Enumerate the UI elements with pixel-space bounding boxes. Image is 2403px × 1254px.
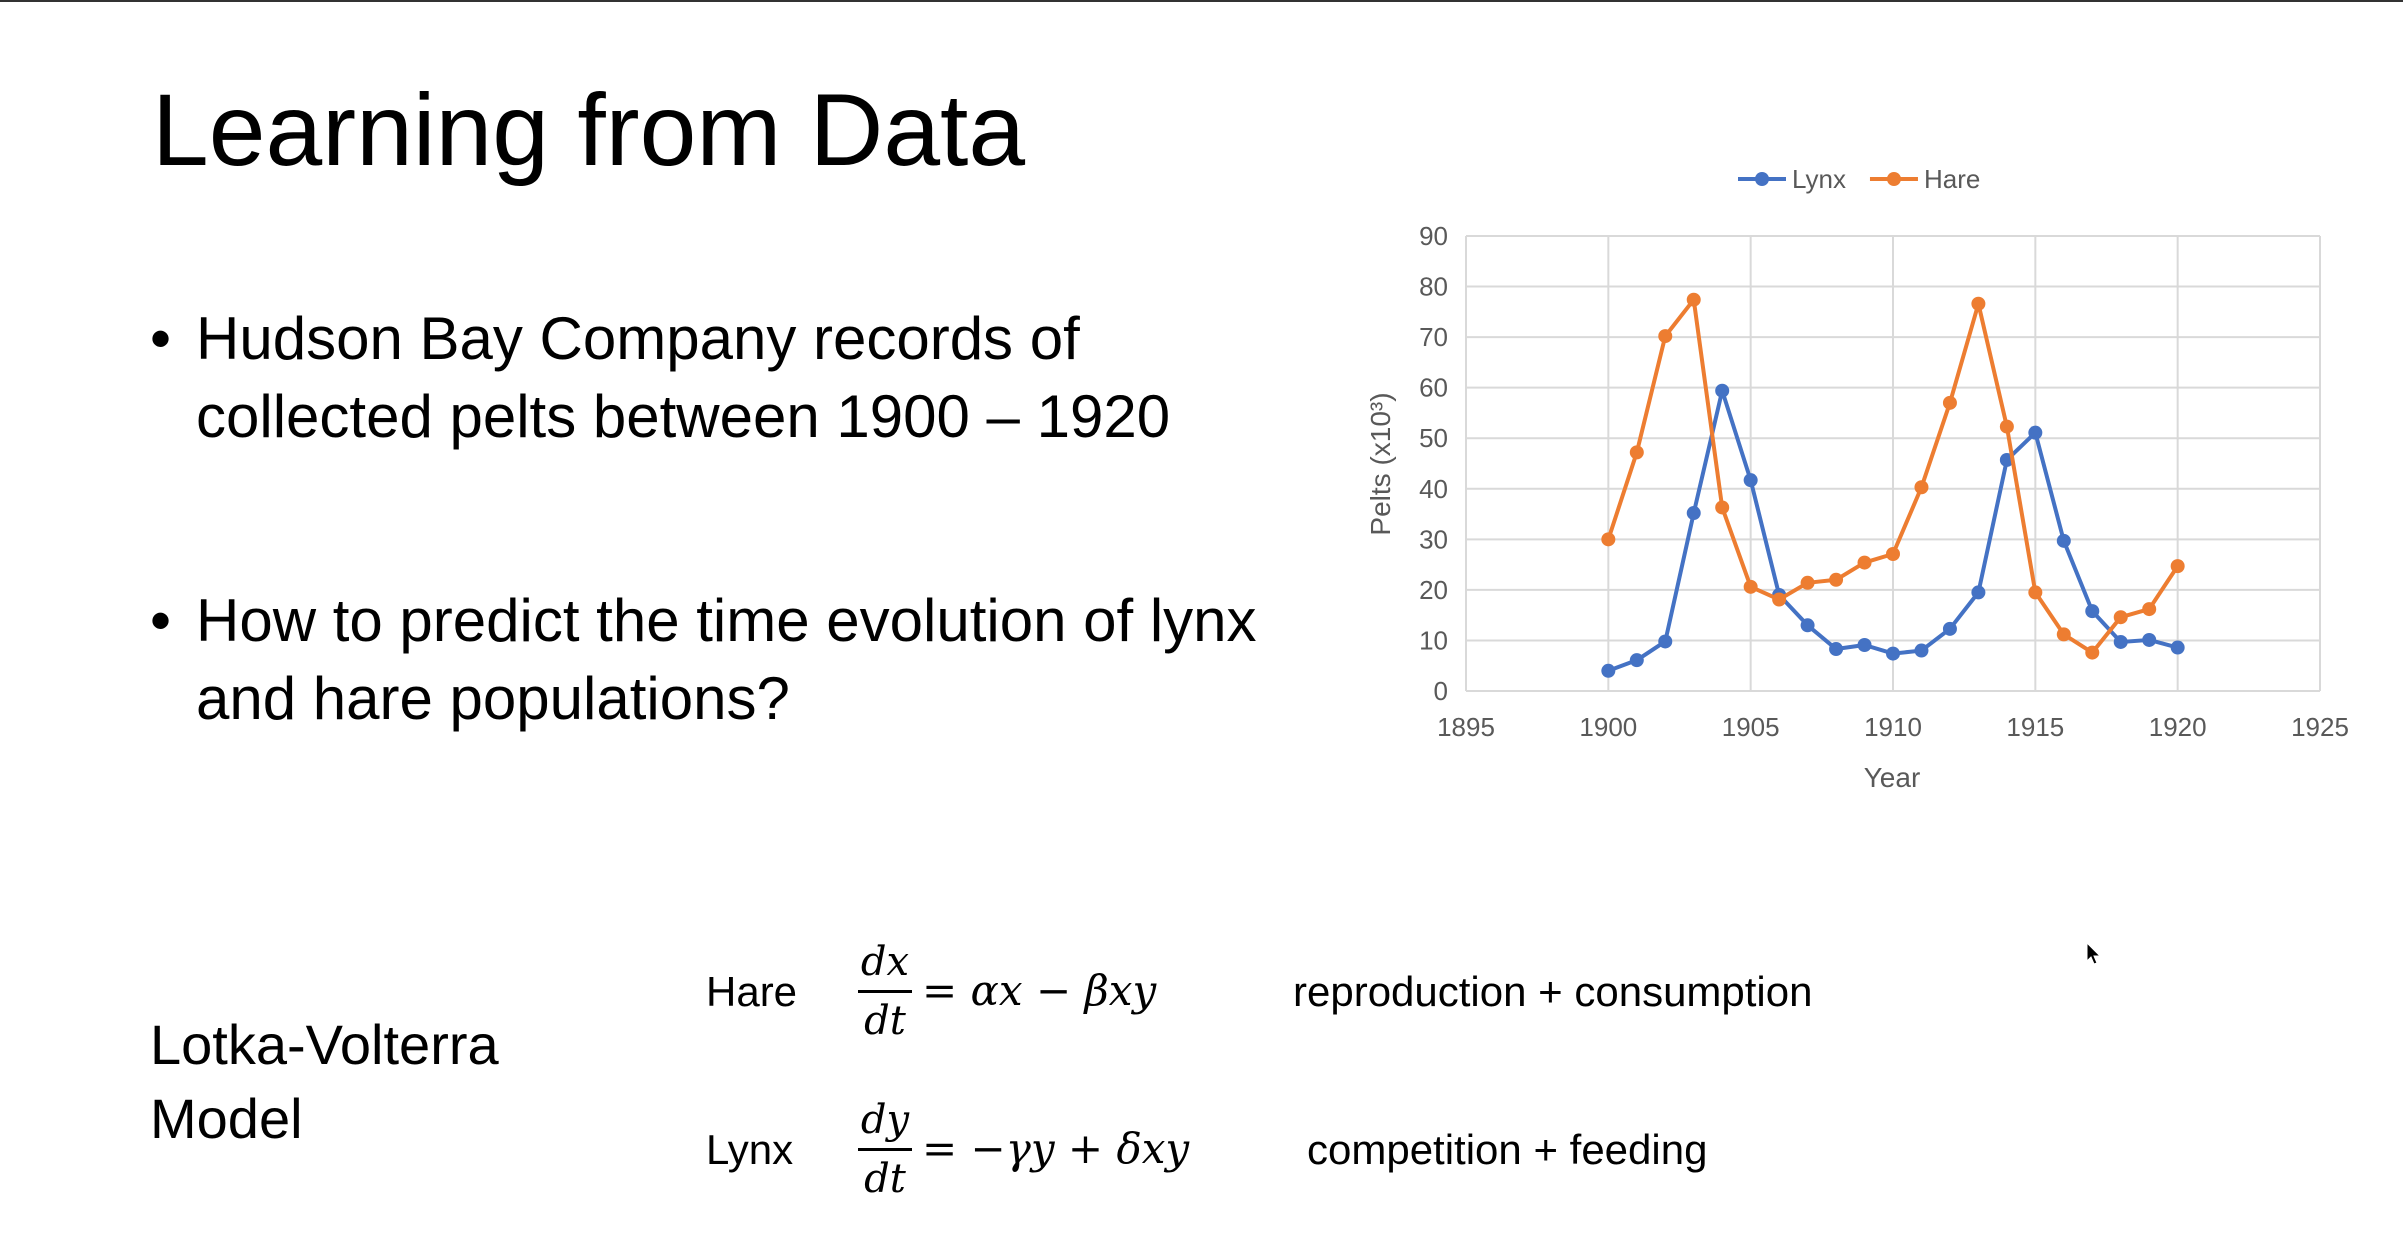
bullet-list: • Hudson Bay Company records of collecte… bbox=[150, 300, 1300, 864]
lynx-data-point bbox=[1601, 663, 1616, 678]
hare-data-point bbox=[1914, 480, 1929, 495]
x-tick-label: 1910 bbox=[1864, 712, 1922, 742]
model-label-line1: Lotka-Volterra bbox=[150, 1013, 499, 1076]
bullet-dot: • bbox=[150, 305, 172, 372]
hare-data-point bbox=[1857, 555, 1872, 570]
lynx-data-point bbox=[2028, 425, 2043, 440]
bullet-item-1: • Hudson Bay Company records of collecte… bbox=[150, 300, 1300, 456]
hare-legend-label: Hare bbox=[1924, 164, 1980, 194]
fraction-numerator: dx bbox=[860, 939, 910, 985]
lynx-data-point bbox=[2170, 640, 2185, 655]
slide-title: Learning from Data bbox=[152, 73, 1026, 187]
y-axis-label: Pelts (x10³) bbox=[1365, 392, 1396, 535]
y-tick-label: 0 bbox=[1434, 676, 1448, 706]
x-tick-label: 1895 bbox=[1437, 712, 1495, 742]
equation-rhs-lynx: = −γy + δxy bbox=[922, 1124, 1190, 1173]
y-tick-label: 30 bbox=[1419, 524, 1448, 554]
model-label: Lotka-Volterra Model bbox=[150, 1008, 499, 1156]
top-border bbox=[0, 0, 2403, 2]
hare-data-point bbox=[2056, 627, 2071, 642]
hare-data-point bbox=[1886, 546, 1900, 561]
lynx-data-point bbox=[1829, 642, 1844, 657]
hare-data-point bbox=[2170, 559, 2185, 574]
lynx-legend-marker bbox=[1755, 172, 1769, 186]
lynx-data-point bbox=[1686, 506, 1701, 521]
lynx-data-point bbox=[1971, 585, 1986, 600]
hare-data-point bbox=[1772, 592, 1787, 607]
lynx-data-point bbox=[1743, 473, 1758, 488]
y-tick-label: 60 bbox=[1419, 373, 1448, 403]
hare-data-point bbox=[1999, 419, 2014, 434]
hare-data-point bbox=[1743, 579, 1758, 594]
hare-data-point bbox=[2028, 585, 2043, 600]
hare-data-point bbox=[1715, 500, 1730, 515]
derivative-fraction-hare: dx dt bbox=[858, 936, 912, 1047]
lynx-data-point bbox=[1914, 643, 1929, 658]
lynx-data-point bbox=[1886, 646, 1900, 661]
y-tick-label: 50 bbox=[1419, 423, 1448, 453]
lynx-data-point bbox=[1629, 653, 1644, 668]
bullet-text-2: How to predict the time evolution of lyn… bbox=[196, 587, 1257, 732]
lynx-data-point bbox=[2085, 604, 2100, 619]
x-axis-ticks: 1895 1900 1905 1910 1915 1920 1925 bbox=[1437, 712, 2349, 742]
hare-data-point bbox=[1686, 292, 1701, 307]
equation-name-lynx: Lynx bbox=[706, 1126, 794, 1173]
derivative-fraction-lynx: dy dt bbox=[858, 1094, 912, 1205]
fraction-denominator: dt bbox=[864, 1156, 906, 1202]
hare-data-point bbox=[2113, 610, 2128, 625]
model-label-line2: Model bbox=[150, 1087, 303, 1150]
hare-data-point bbox=[1601, 532, 1616, 547]
y-tick-label: 80 bbox=[1419, 272, 1448, 302]
fraction-numerator: dy bbox=[860, 1097, 910, 1143]
hare-data-point bbox=[1629, 445, 1644, 460]
x-axis-label: Year bbox=[1864, 762, 1921, 793]
equation-note-lynx: competition + feeding bbox=[1307, 1126, 1708, 1173]
y-tick-label: 10 bbox=[1419, 625, 1448, 655]
lynx-equation: Lynx dy dt = −γy + δxy competition + fee… bbox=[0, 1094, 2403, 1214]
x-tick-label: 1900 bbox=[1579, 712, 1637, 742]
chart-series bbox=[1601, 292, 2185, 678]
lynx-data-point bbox=[1942, 621, 1957, 636]
equation-rhs-hare: = αx − βxy bbox=[922, 966, 1157, 1015]
hare-legend-marker bbox=[1886, 172, 1901, 186]
x-tick-label: 1915 bbox=[2006, 712, 2064, 742]
chart-legend: Lynx Hare bbox=[1738, 164, 1980, 194]
lynx-data-point bbox=[1800, 618, 1815, 633]
hare-data-point bbox=[1942, 395, 1957, 410]
fraction-bar bbox=[858, 990, 912, 993]
hare-data-point bbox=[2085, 645, 2100, 660]
bullet-text-1: Hudson Bay Company records of collected … bbox=[196, 305, 1171, 450]
hare-data-point bbox=[1971, 296, 1986, 311]
hare-data-point bbox=[2142, 602, 2157, 617]
lynx-data-point bbox=[2056, 533, 2071, 548]
chart-grid bbox=[1465, 235, 2321, 692]
hare-data-point bbox=[1800, 575, 1815, 590]
lynx-legend-label: Lynx bbox=[1792, 164, 1846, 194]
y-tick-label: 90 bbox=[1419, 221, 1448, 251]
lynx-data-point bbox=[1857, 637, 1872, 652]
lynx-data-point bbox=[2113, 634, 2128, 649]
x-tick-label: 1920 bbox=[2149, 712, 2207, 742]
equation-note-hare: reproduction + consumption bbox=[1293, 968, 1813, 1015]
mouse-cursor-icon bbox=[2086, 942, 2102, 965]
fraction-bar bbox=[858, 1148, 912, 1151]
lynx-data-point bbox=[2142, 632, 2157, 647]
fraction-denominator: dt bbox=[864, 998, 906, 1044]
y-tick-label: 40 bbox=[1419, 474, 1448, 504]
hare-data-point bbox=[1829, 572, 1844, 587]
y-tick-label: 20 bbox=[1419, 575, 1448, 605]
x-tick-label: 1925 bbox=[2291, 712, 2349, 742]
bullet-item-2: • How to predict the time evolution of l… bbox=[150, 582, 1300, 738]
equation-name-hare: Hare bbox=[706, 968, 798, 1015]
x-tick-label: 1905 bbox=[1722, 712, 1780, 742]
bullet-dot: • bbox=[150, 587, 172, 654]
hare-data-point bbox=[1658, 329, 1673, 344]
y-tick-label: 70 bbox=[1419, 322, 1448, 352]
hare-equation: Hare dx dt = αx − βxy reproduction + con… bbox=[0, 936, 2403, 1056]
lynx-data-point bbox=[1715, 383, 1730, 398]
population-chart: Lynx Hare 0 10 20 30 40 50 60 70 80 90 1895 1900 190… bbox=[1365, 164, 2349, 793]
lynx-data-point bbox=[1658, 634, 1673, 649]
y-axis-ticks: 0 10 20 30 40 50 60 70 80 90 bbox=[1419, 221, 1448, 706]
